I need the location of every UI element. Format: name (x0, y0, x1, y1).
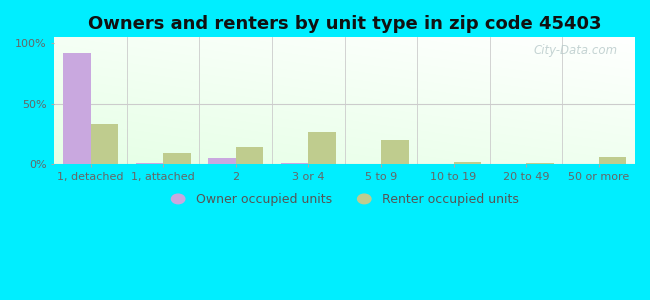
Bar (454, 162, 481, 164)
Bar (208, 158, 236, 164)
Bar (599, 157, 627, 164)
Bar (381, 140, 408, 164)
Bar (63, 53, 90, 164)
Bar (308, 132, 336, 164)
Bar (163, 153, 190, 164)
Title: Owners and renters by unit type in zip code 45403: Owners and renters by unit type in zip c… (88, 15, 601, 33)
Text: City-Data.com: City-Data.com (534, 44, 618, 57)
Legend: Owner occupied units, Renter occupied units: Owner occupied units, Renter occupied un… (166, 188, 524, 211)
Bar (526, 163, 554, 164)
Bar (136, 163, 163, 164)
Bar (90, 124, 118, 164)
Bar (236, 147, 263, 164)
Bar (281, 163, 308, 164)
